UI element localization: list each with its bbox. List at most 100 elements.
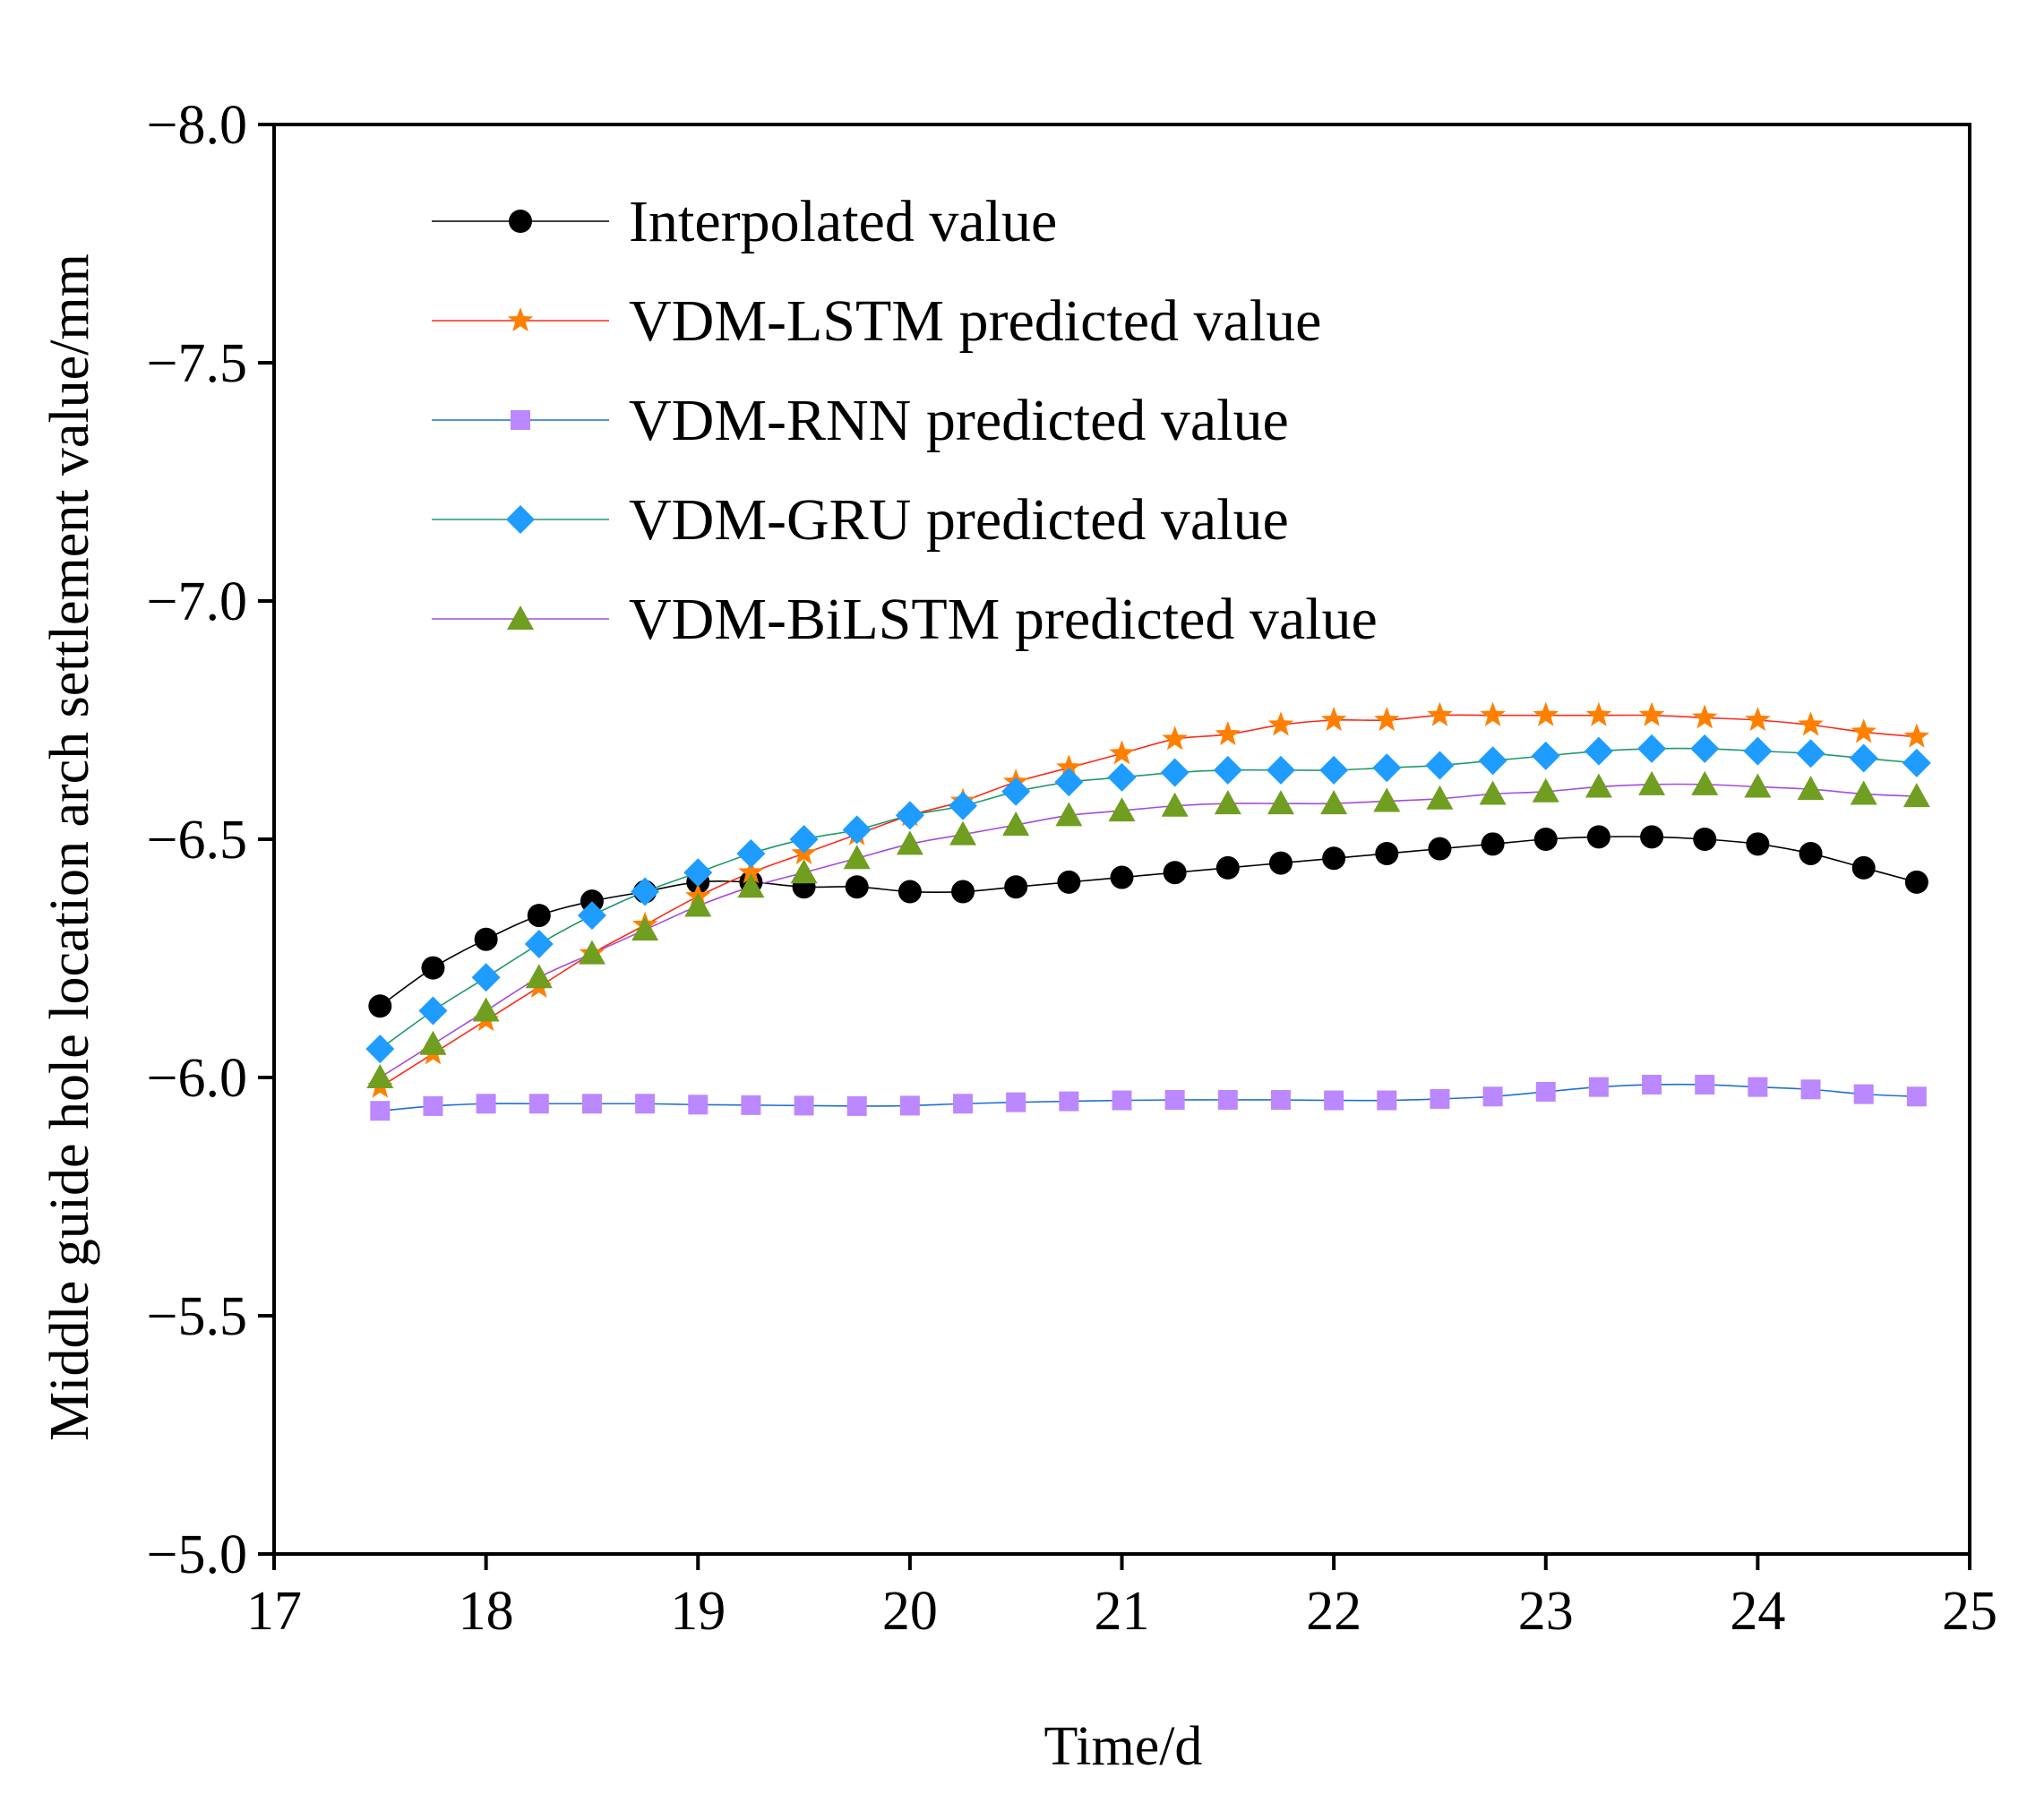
data-point xyxy=(846,1095,867,1116)
data-point xyxy=(1585,701,1612,726)
data-point xyxy=(631,877,660,906)
data-point xyxy=(1059,1091,1079,1112)
data-point xyxy=(1902,748,1931,777)
data-point xyxy=(419,1030,447,1055)
series-line-2 xyxy=(379,714,1917,1088)
legend: Interpolated value VDM-LSTM predicted val… xyxy=(432,189,1378,652)
data-point xyxy=(1372,753,1402,783)
data-point xyxy=(1640,825,1664,849)
legend-label: VDM-BiLSTM predicted value xyxy=(629,587,1378,652)
data-point xyxy=(1482,1086,1503,1107)
data-point xyxy=(1695,1074,1715,1095)
legend-label: Interpolated value xyxy=(629,189,1057,254)
data-point xyxy=(1746,832,1770,856)
data-point xyxy=(365,1034,395,1064)
data-point xyxy=(1213,755,1242,785)
data-point xyxy=(1797,776,1825,801)
y-tick-label: −7.0 xyxy=(147,571,247,632)
data-point xyxy=(1160,758,1190,787)
data-point xyxy=(1904,870,1928,894)
data-point xyxy=(1267,790,1294,815)
data-point xyxy=(1584,736,1613,766)
data-point xyxy=(1481,832,1505,856)
data-point xyxy=(1004,875,1028,899)
data-point xyxy=(736,838,766,868)
data-point xyxy=(1531,741,1560,770)
series-markers-5 xyxy=(366,770,1930,1088)
data-point xyxy=(1906,1086,1927,1107)
series-line-3 xyxy=(380,1083,1917,1112)
data-point xyxy=(790,859,818,884)
data-point xyxy=(949,820,977,846)
data-point xyxy=(418,996,448,1026)
x-tick-label: 21 xyxy=(1095,1581,1150,1642)
data-point xyxy=(635,1094,656,1114)
legend-marker xyxy=(507,307,534,332)
data-point xyxy=(1479,780,1507,805)
data-point xyxy=(737,873,765,898)
data-point xyxy=(953,1094,974,1114)
data-point xyxy=(1055,802,1083,827)
legend-item: VDM-LSTM predicted value xyxy=(432,288,1321,354)
data-point xyxy=(1426,785,1454,810)
data-point xyxy=(1796,739,1825,768)
data-point xyxy=(1533,828,1558,851)
data-point xyxy=(631,916,659,941)
data-point xyxy=(1638,770,1666,795)
x-tick-label: 19 xyxy=(670,1581,726,1642)
data-point xyxy=(684,892,712,917)
data-point xyxy=(1478,746,1507,776)
data-point xyxy=(1690,734,1720,763)
series-markers-3 xyxy=(370,1074,1927,1121)
data-point xyxy=(1637,734,1667,763)
data-point xyxy=(1006,1092,1026,1112)
x-tick-label: 23 xyxy=(1518,1581,1574,1642)
data-point xyxy=(1001,777,1031,806)
data-point xyxy=(741,1095,761,1115)
data-point xyxy=(1427,701,1453,726)
x-tick-label: 17 xyxy=(246,1581,302,1642)
data-point xyxy=(423,1095,443,1116)
data-point xyxy=(370,1101,391,1121)
data-point xyxy=(1320,790,1348,815)
data-point xyxy=(1266,755,1295,785)
data-point xyxy=(1849,743,1878,773)
data-point xyxy=(472,997,500,1022)
legend-item: VDM-BiLSTM predicted value xyxy=(432,587,1378,652)
data-point xyxy=(843,845,871,870)
data-point xyxy=(1270,1090,1291,1111)
data-point xyxy=(1798,711,1824,736)
data-point xyxy=(951,880,975,904)
data-point xyxy=(1903,723,1930,748)
legend-marker xyxy=(511,410,530,430)
data-point xyxy=(1107,762,1137,792)
x-tick-label: 24 xyxy=(1730,1581,1785,1642)
data-point xyxy=(1799,841,1823,865)
data-point xyxy=(474,927,498,951)
x-axis-label: Time/d xyxy=(1044,1716,1203,1777)
data-point xyxy=(1535,1081,1556,1102)
data-point xyxy=(368,994,392,1018)
data-point xyxy=(471,963,501,992)
data-point xyxy=(738,859,764,884)
data-point xyxy=(1533,701,1559,726)
data-point xyxy=(1642,1074,1662,1095)
series-line-1 xyxy=(379,836,1918,1007)
data-point xyxy=(1215,720,1241,746)
data-point xyxy=(1324,1090,1344,1111)
data-point xyxy=(1743,736,1773,766)
y-tick-label: −7.5 xyxy=(147,333,247,394)
data-point xyxy=(1902,783,1930,808)
data-point xyxy=(683,858,713,888)
y-tick-label: −5.0 xyxy=(147,1524,247,1585)
data-point xyxy=(1853,1084,1874,1104)
y-axis-label: Middle guide hole location arch settleme… xyxy=(39,253,100,1441)
data-point xyxy=(1585,773,1612,798)
data-point xyxy=(1109,740,1135,765)
legend-label: VDM-GRU predicted value xyxy=(629,487,1289,553)
data-point xyxy=(524,930,554,959)
data-point xyxy=(845,875,869,899)
data-point xyxy=(842,815,872,845)
data-point xyxy=(949,791,978,820)
